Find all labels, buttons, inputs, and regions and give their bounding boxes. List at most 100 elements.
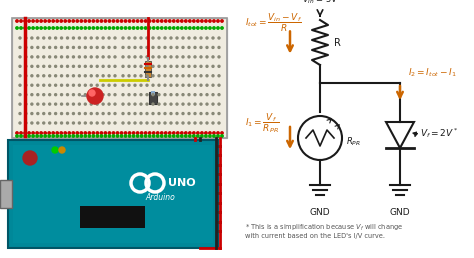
Circle shape (116, 27, 118, 29)
Circle shape (158, 84, 160, 86)
Circle shape (209, 20, 211, 22)
Circle shape (169, 132, 171, 134)
Circle shape (49, 122, 51, 124)
Circle shape (31, 84, 33, 86)
Circle shape (194, 112, 196, 115)
Circle shape (120, 20, 123, 22)
Circle shape (148, 27, 151, 29)
Circle shape (213, 135, 215, 137)
Circle shape (44, 135, 46, 137)
Circle shape (128, 84, 130, 86)
Circle shape (140, 112, 142, 115)
Circle shape (84, 46, 86, 49)
Circle shape (90, 112, 92, 115)
Circle shape (73, 122, 74, 124)
Circle shape (49, 65, 51, 67)
Circle shape (164, 46, 166, 49)
Circle shape (153, 132, 155, 134)
Circle shape (96, 84, 98, 86)
Circle shape (20, 132, 22, 134)
Circle shape (108, 135, 110, 137)
Circle shape (78, 65, 81, 67)
Circle shape (100, 20, 102, 22)
Circle shape (102, 103, 104, 105)
Circle shape (73, 75, 74, 77)
Circle shape (181, 132, 183, 134)
Bar (149, 92, 157, 104)
Circle shape (19, 112, 21, 115)
Circle shape (55, 65, 56, 67)
Circle shape (164, 27, 167, 29)
Circle shape (49, 84, 51, 86)
Circle shape (68, 20, 71, 22)
Circle shape (170, 122, 172, 124)
Circle shape (152, 56, 154, 58)
Circle shape (128, 112, 130, 115)
Circle shape (108, 56, 110, 58)
Circle shape (217, 132, 219, 134)
Circle shape (176, 37, 178, 39)
Circle shape (145, 20, 147, 22)
Circle shape (128, 135, 131, 137)
Circle shape (177, 27, 179, 29)
Circle shape (153, 20, 155, 22)
Circle shape (212, 46, 214, 49)
Circle shape (66, 112, 69, 115)
Circle shape (56, 20, 58, 22)
Circle shape (122, 112, 124, 115)
Bar (217, 173, 222, 176)
Circle shape (104, 135, 107, 137)
Circle shape (218, 46, 220, 49)
Circle shape (128, 37, 130, 39)
Circle shape (36, 132, 38, 134)
Circle shape (188, 37, 190, 39)
Circle shape (128, 27, 131, 29)
Circle shape (92, 135, 95, 137)
Circle shape (114, 94, 116, 96)
Circle shape (37, 65, 39, 67)
Circle shape (49, 112, 51, 115)
Circle shape (134, 46, 136, 49)
Circle shape (52, 27, 55, 29)
Circle shape (181, 27, 183, 29)
Circle shape (72, 135, 74, 137)
Circle shape (122, 94, 124, 96)
Circle shape (25, 112, 27, 115)
Circle shape (84, 135, 87, 137)
Circle shape (206, 103, 208, 105)
Circle shape (152, 84, 154, 86)
Circle shape (76, 135, 79, 137)
Circle shape (76, 20, 79, 22)
Circle shape (122, 122, 124, 124)
Circle shape (73, 37, 74, 39)
Circle shape (66, 122, 69, 124)
Circle shape (176, 112, 178, 115)
Circle shape (24, 27, 26, 29)
Circle shape (78, 94, 81, 96)
Circle shape (221, 27, 223, 29)
Circle shape (36, 135, 38, 137)
Circle shape (19, 84, 21, 86)
Circle shape (200, 56, 202, 58)
Circle shape (96, 56, 98, 58)
Circle shape (212, 65, 214, 67)
Circle shape (173, 27, 175, 29)
Bar (217, 145, 222, 148)
Circle shape (137, 135, 139, 137)
Circle shape (182, 122, 184, 124)
Circle shape (122, 46, 124, 49)
Circle shape (49, 94, 51, 96)
Circle shape (24, 135, 26, 137)
Circle shape (36, 20, 38, 22)
Circle shape (96, 135, 99, 137)
Circle shape (170, 37, 172, 39)
Circle shape (68, 135, 71, 137)
Circle shape (206, 46, 208, 49)
Circle shape (140, 37, 142, 39)
Circle shape (48, 135, 50, 137)
Circle shape (182, 56, 184, 58)
Circle shape (37, 75, 39, 77)
Circle shape (140, 84, 142, 86)
Circle shape (80, 132, 82, 134)
Circle shape (206, 56, 208, 58)
